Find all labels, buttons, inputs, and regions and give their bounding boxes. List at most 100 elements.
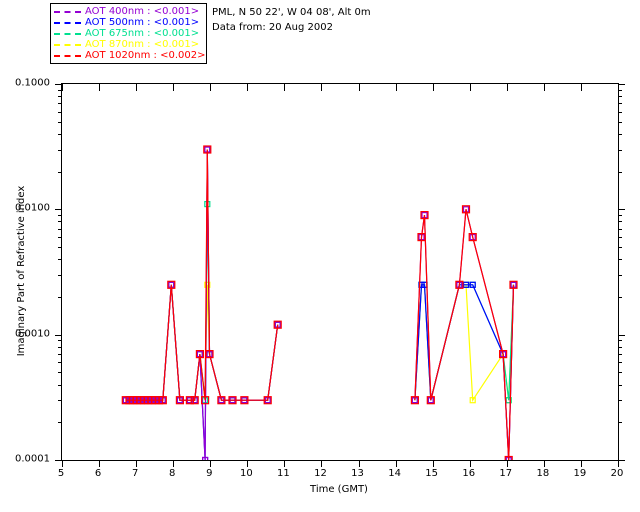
legend-aot-675nm: AOT 675nm : <0.001> bbox=[54, 28, 206, 39]
header-line-1: PML, N 50 22', W 04 08', Alt 0m bbox=[212, 7, 371, 18]
y-axis-minor-tick-right bbox=[618, 228, 622, 230]
series-aot-870nm-0-001- bbox=[122, 281, 517, 404]
data-point-marker bbox=[217, 396, 226, 405]
y-axis-tick-right bbox=[618, 84, 625, 85]
x-axis-tick bbox=[432, 460, 434, 467]
y-axis-minor-tick-right bbox=[618, 274, 622, 276]
y-axis-tick-label: 0.0100 bbox=[15, 202, 50, 214]
data-point-marker bbox=[455, 280, 464, 289]
y-axis-minor-tick-right bbox=[618, 171, 622, 173]
y-axis-minor-tick bbox=[58, 149, 62, 151]
plot-area bbox=[55, 84, 625, 467]
x-axis-tick bbox=[395, 460, 397, 467]
y-axis-minor-tick-right bbox=[618, 215, 622, 217]
x-axis-tick-label: 9 bbox=[206, 468, 213, 479]
data-point-marker bbox=[504, 455, 513, 460]
y-axis-tick-right bbox=[618, 334, 625, 336]
data-series-svg bbox=[121, 145, 518, 460]
y-axis-minor-tick-right bbox=[618, 247, 622, 249]
legend-aot-870nm: AOT 870nm : <0.001> bbox=[54, 39, 206, 50]
y-axis-minor-tick-right bbox=[618, 384, 622, 386]
y-axis-tick bbox=[55, 209, 62, 211]
data-point-marker bbox=[469, 281, 476, 288]
x-axis-tick-top bbox=[173, 84, 175, 91]
y-axis-minor-tick bbox=[58, 215, 62, 217]
x-axis-tick-top bbox=[543, 84, 545, 91]
y-axis-minor-tick-right bbox=[618, 422, 622, 424]
legend-label: AOT 870nm : <0.001> bbox=[85, 39, 200, 50]
x-axis-tick-top bbox=[62, 84, 63, 91]
x-axis-title: Time (GMT) bbox=[310, 484, 368, 495]
y-axis-minor-tick bbox=[58, 259, 62, 261]
y-axis-minor-tick-right bbox=[618, 346, 622, 348]
y-axis-minor-tick bbox=[58, 171, 62, 173]
data-point-marker bbox=[228, 396, 237, 405]
x-axis-tick bbox=[173, 460, 175, 467]
x-axis-tick bbox=[284, 460, 286, 467]
y-axis-minor-tick-right bbox=[618, 121, 622, 123]
data-point-marker bbox=[185, 396, 195, 405]
data-point-marker bbox=[469, 397, 476, 404]
y-axis-minor-tick bbox=[58, 362, 62, 364]
data-point-marker bbox=[240, 396, 249, 405]
x-axis-tick bbox=[62, 460, 63, 467]
x-axis-tick-top bbox=[395, 84, 397, 91]
series-line bbox=[414, 209, 515, 460]
x-axis-tick-top bbox=[358, 84, 360, 91]
data-point-marker bbox=[203, 145, 212, 154]
y-axis-minor-tick-right bbox=[618, 354, 622, 356]
y-axis-minor-tick bbox=[58, 346, 62, 348]
x-axis-tick-top bbox=[506, 84, 508, 91]
y-axis-minor-tick-right bbox=[618, 221, 622, 223]
y-axis-minor-tick-right bbox=[618, 340, 622, 342]
data-point-marker bbox=[175, 396, 185, 405]
x-axis-tick bbox=[506, 460, 508, 467]
x-axis-tick bbox=[321, 460, 323, 467]
x-axis-tick-label: 17 bbox=[499, 468, 513, 479]
series-line bbox=[125, 149, 279, 460]
legend-label: AOT 675nm : <0.001> bbox=[85, 28, 200, 39]
y-axis-minor-tick bbox=[58, 121, 62, 123]
data-point-marker bbox=[195, 350, 204, 359]
x-axis-tick-top bbox=[136, 84, 138, 91]
data-point-marker bbox=[461, 205, 471, 214]
x-axis-tick bbox=[99, 460, 101, 467]
y-axis-minor-tick bbox=[58, 340, 62, 342]
legend-swatch-line bbox=[54, 21, 81, 24]
x-axis-tick-top bbox=[321, 84, 323, 91]
y-axis-minor-tick bbox=[58, 237, 62, 239]
x-axis-tick bbox=[543, 460, 545, 467]
data-point-marker bbox=[468, 233, 477, 242]
y-axis-minor-tick-right bbox=[618, 362, 622, 364]
header-line-2: Data from: 20 Aug 2002 bbox=[212, 22, 333, 33]
y-axis-tick-right bbox=[618, 460, 625, 461]
legend-swatch-line bbox=[54, 32, 81, 35]
series-line bbox=[414, 209, 515, 460]
data-point-marker bbox=[167, 280, 176, 289]
data-point-marker bbox=[509, 280, 518, 289]
y-axis-tick bbox=[55, 460, 62, 461]
header-text-block: PML, N 50 22', W 04 08', Alt 0m Data fro… bbox=[212, 5, 371, 35]
y-axis-tick bbox=[55, 334, 62, 336]
y-axis-minor-tick-right bbox=[618, 149, 622, 151]
x-axis-tick bbox=[469, 460, 471, 467]
y-axis-minor-tick bbox=[58, 274, 62, 276]
y-axis-tick-right bbox=[618, 209, 625, 211]
data-point-marker bbox=[417, 233, 426, 242]
y-axis-minor-tick bbox=[58, 400, 62, 402]
data-point-marker bbox=[263, 396, 272, 405]
data-point-marker bbox=[158, 396, 167, 405]
data-point-marker bbox=[204, 281, 211, 288]
x-axis-tick-top bbox=[432, 84, 434, 91]
y-axis-minor-tick bbox=[58, 372, 62, 374]
x-axis-tick-label: 16 bbox=[462, 468, 476, 479]
x-axis-tick bbox=[580, 460, 582, 467]
x-axis-tick-top bbox=[210, 84, 212, 91]
y-axis-minor-tick bbox=[58, 103, 62, 105]
x-axis-tick-top bbox=[284, 84, 286, 91]
data-point-marker bbox=[462, 281, 470, 288]
x-axis-tick-label: 10 bbox=[239, 468, 253, 479]
x-axis-tick-label: 19 bbox=[573, 468, 587, 479]
x-axis-tick bbox=[358, 460, 360, 467]
x-axis-tick-label: 7 bbox=[131, 468, 139, 479]
